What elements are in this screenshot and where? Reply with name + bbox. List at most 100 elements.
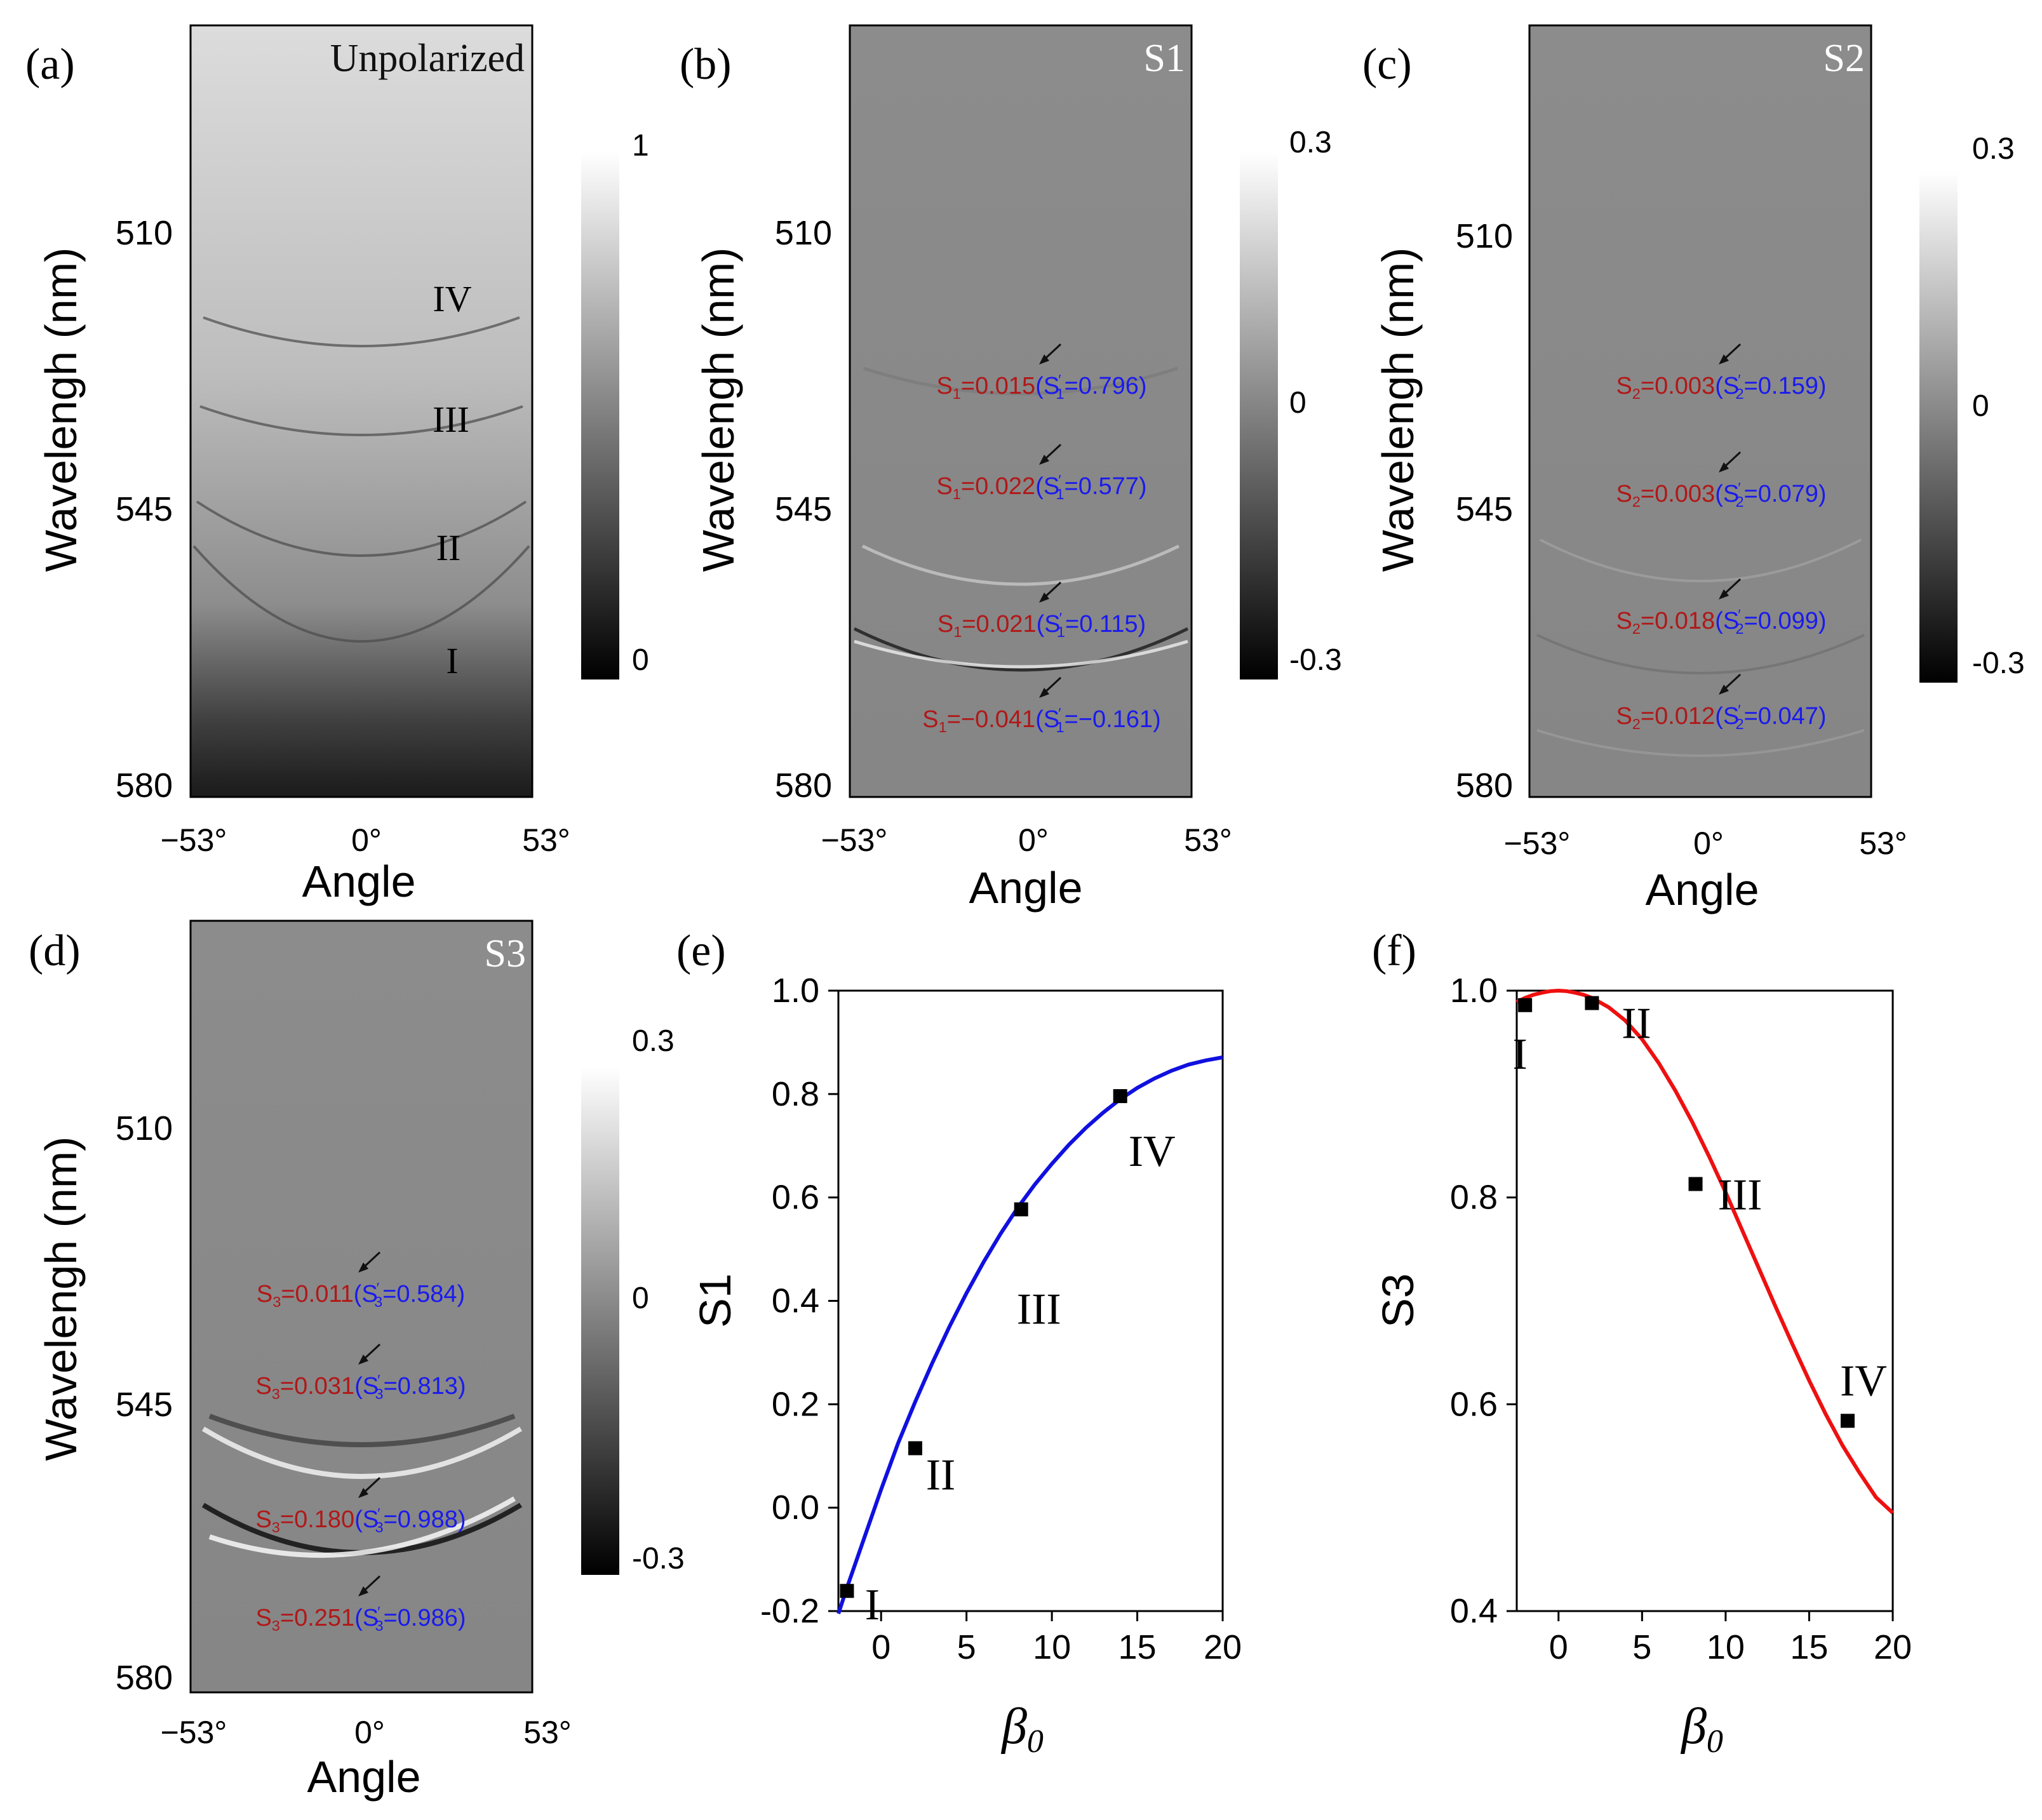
map-c-ytick-545: 545: [1456, 490, 1513, 528]
stokes-annotation: S2=0.012(S′ 2=0.047): [1616, 702, 1826, 732]
panel-b: S1 510 545 580 Wavelengh (nm) −53° 0° 53…: [694, 24, 1342, 913]
data-label: IV: [1840, 1356, 1887, 1405]
y-tick-label: 0.6: [772, 1179, 819, 1217]
stokes-annotation: S2=0.003(S′ 2=0.159): [1616, 371, 1826, 402]
map-b-xlabel: Angle: [969, 863, 1082, 913]
annotation-arrowhead: [1039, 354, 1049, 365]
map-c-xtick-left: −53°: [1504, 826, 1571, 861]
map-d-xlabel: Angle: [307, 1752, 420, 1802]
map-b-cbar-min: -0.3: [1289, 643, 1342, 677]
annotation-arrowhead: [358, 1586, 368, 1596]
x-tick-label: 20: [1204, 1628, 1242, 1666]
chart-e-ticks: 0 5 10 15 20 -0.2 0.0 0.2 0.4 0.6 0.8 1.0: [760, 972, 1242, 1666]
map-c-cbar-mid: 0: [1972, 389, 1989, 423]
panel-label-c: (c): [1362, 40, 1412, 89]
map-a-mode-iv: IV: [433, 278, 471, 319]
map-d-ytick-510: 510: [116, 1109, 173, 1148]
x-tick-label: 15: [1118, 1628, 1157, 1666]
map-a-xtick-mid: 0°: [351, 822, 382, 858]
map-a-ytick-510: 510: [116, 214, 173, 252]
y-tick-label: 0.8: [772, 1075, 819, 1113]
map-c-cbar-max: 0.3: [1972, 132, 2015, 166]
annotation-arrowhead: [1719, 462, 1729, 472]
data-label: III: [1017, 1285, 1061, 1334]
map-b-annotations: S1=0.015(S′ 1=0.796) S1=0.022(S′ 1=0.577) S1…: [922, 343, 1161, 735]
data-point: [1014, 1202, 1028, 1217]
chart-f-xlabel: β0: [1680, 1699, 1723, 1760]
annotation-arrowhead: [358, 1262, 368, 1273]
stokes-annotation: S1=0.015(S′ 1=0.796): [936, 371, 1146, 402]
annotation-arrowhead: [1719, 589, 1729, 599]
map-d-xtick-left: −53°: [161, 1715, 227, 1750]
map-d-cbar-min: -0.3: [632, 1542, 685, 1576]
map-b-cbar-mid: 0: [1289, 386, 1306, 420]
annotation-arrowhead: [1719, 354, 1729, 365]
stokes-annotation: S3=0.011(S′ 3=0.584): [257, 1280, 465, 1310]
map-d-colorbar: [581, 1067, 619, 1575]
map-a-mode-iii: III: [433, 399, 469, 440]
map-d-cbar-max: 0.3: [632, 1024, 675, 1058]
map-b-colorbar: [1240, 152, 1278, 679]
map-b-image: [849, 24, 1193, 798]
map-a-mode-i: I: [446, 640, 458, 681]
panel-label-f: (f): [1372, 927, 1416, 975]
map-d-ytick-580: 580: [116, 1659, 173, 1697]
data-point: [1518, 998, 1533, 1012]
map-d-bands: [201, 1414, 523, 1558]
map-a-ytick-545: 545: [116, 490, 173, 528]
map-c-tag: S2: [1824, 37, 1865, 80]
map-a-tag: Unpolarized: [330, 37, 525, 80]
panel-d: S3 510 545 580 Wavelengh (nm) −53° 0° 53…: [36, 920, 685, 1802]
y-tick-label: 0.6: [1450, 1385, 1498, 1423]
map-b-cbar-max: 0.3: [1289, 126, 1332, 159]
data-label: IV: [1129, 1127, 1176, 1176]
map-a-xlabel: Angle: [302, 857, 415, 906]
map-d-tag: S3: [485, 932, 526, 975]
map-b-xtick-mid: 0°: [1018, 822, 1049, 858]
chart-f-frame: [1515, 989, 1894, 1612]
y-tick-label: 0.4: [772, 1282, 819, 1320]
annotation-arrowhead: [358, 1488, 368, 1498]
map-a-colorbar: [581, 152, 619, 679]
map-b-xtick-left: −53°: [821, 822, 888, 858]
annotation-arrowhead: [358, 1355, 368, 1365]
map-c-xlabel: Angle: [1645, 865, 1759, 914]
panel-label-d: (d): [29, 927, 81, 975]
stokes-annotation: S1=0.021(S′ 1=0.115): [937, 610, 1146, 640]
annotation-arrowhead: [1719, 685, 1729, 695]
y-tick-label: 0.4: [1450, 1592, 1498, 1630]
y-tick-label: 0.2: [772, 1385, 819, 1423]
data-point: [1113, 1089, 1127, 1104]
map-c-bands: [1536, 539, 1865, 757]
chart-e: 0 5 10 15 20-0.20.00.20.40.60.81.0 IIIIIIIV …: [690, 972, 1242, 1760]
panel-label-e: (e): [676, 927, 726, 975]
x-tick-label: 10: [1707, 1628, 1745, 1666]
map-d-xtick-mid: 0°: [354, 1715, 385, 1750]
stokes-annotation: S1=0.022(S′ 1=0.577): [936, 472, 1146, 502]
x-tick-label: 0: [871, 1628, 890, 1666]
map-a-image: [189, 24, 534, 798]
map-a-bands: [192, 316, 530, 643]
map-b-ylabel: Wavelengh (nm): [694, 248, 743, 572]
stokes-annotation: S3=0.031(S′ 3=0.813): [255, 1372, 466, 1402]
data-label: II: [1622, 1000, 1651, 1048]
data-label: III: [1718, 1170, 1763, 1219]
x-tick-label: 10: [1033, 1628, 1071, 1666]
chart-e-xlabel: β0: [1000, 1699, 1044, 1760]
map-b-ytick-580: 580: [775, 766, 832, 805]
map-a-xtick-left: −53°: [161, 822, 227, 858]
map-c-colorbar: [1919, 171, 1958, 683]
chart-f-fit-curve: [1515, 988, 1895, 1515]
map-a-ytick-580: 580: [116, 766, 173, 805]
stokes-annotation: S3=0.180(S′ 3=0.988): [255, 1505, 466, 1536]
x-tick-label: 5: [957, 1628, 976, 1666]
map-b-bands: [853, 366, 1189, 672]
map-c-ytick-580: 580: [1456, 766, 1513, 805]
annotation-arrowhead: [1039, 688, 1049, 698]
map-d-ylabel: Wavelengh (nm): [36, 1137, 86, 1461]
data-point: [1688, 1177, 1703, 1191]
stokes-annotation: S2=0.003(S′ 2=0.079): [1616, 479, 1826, 510]
